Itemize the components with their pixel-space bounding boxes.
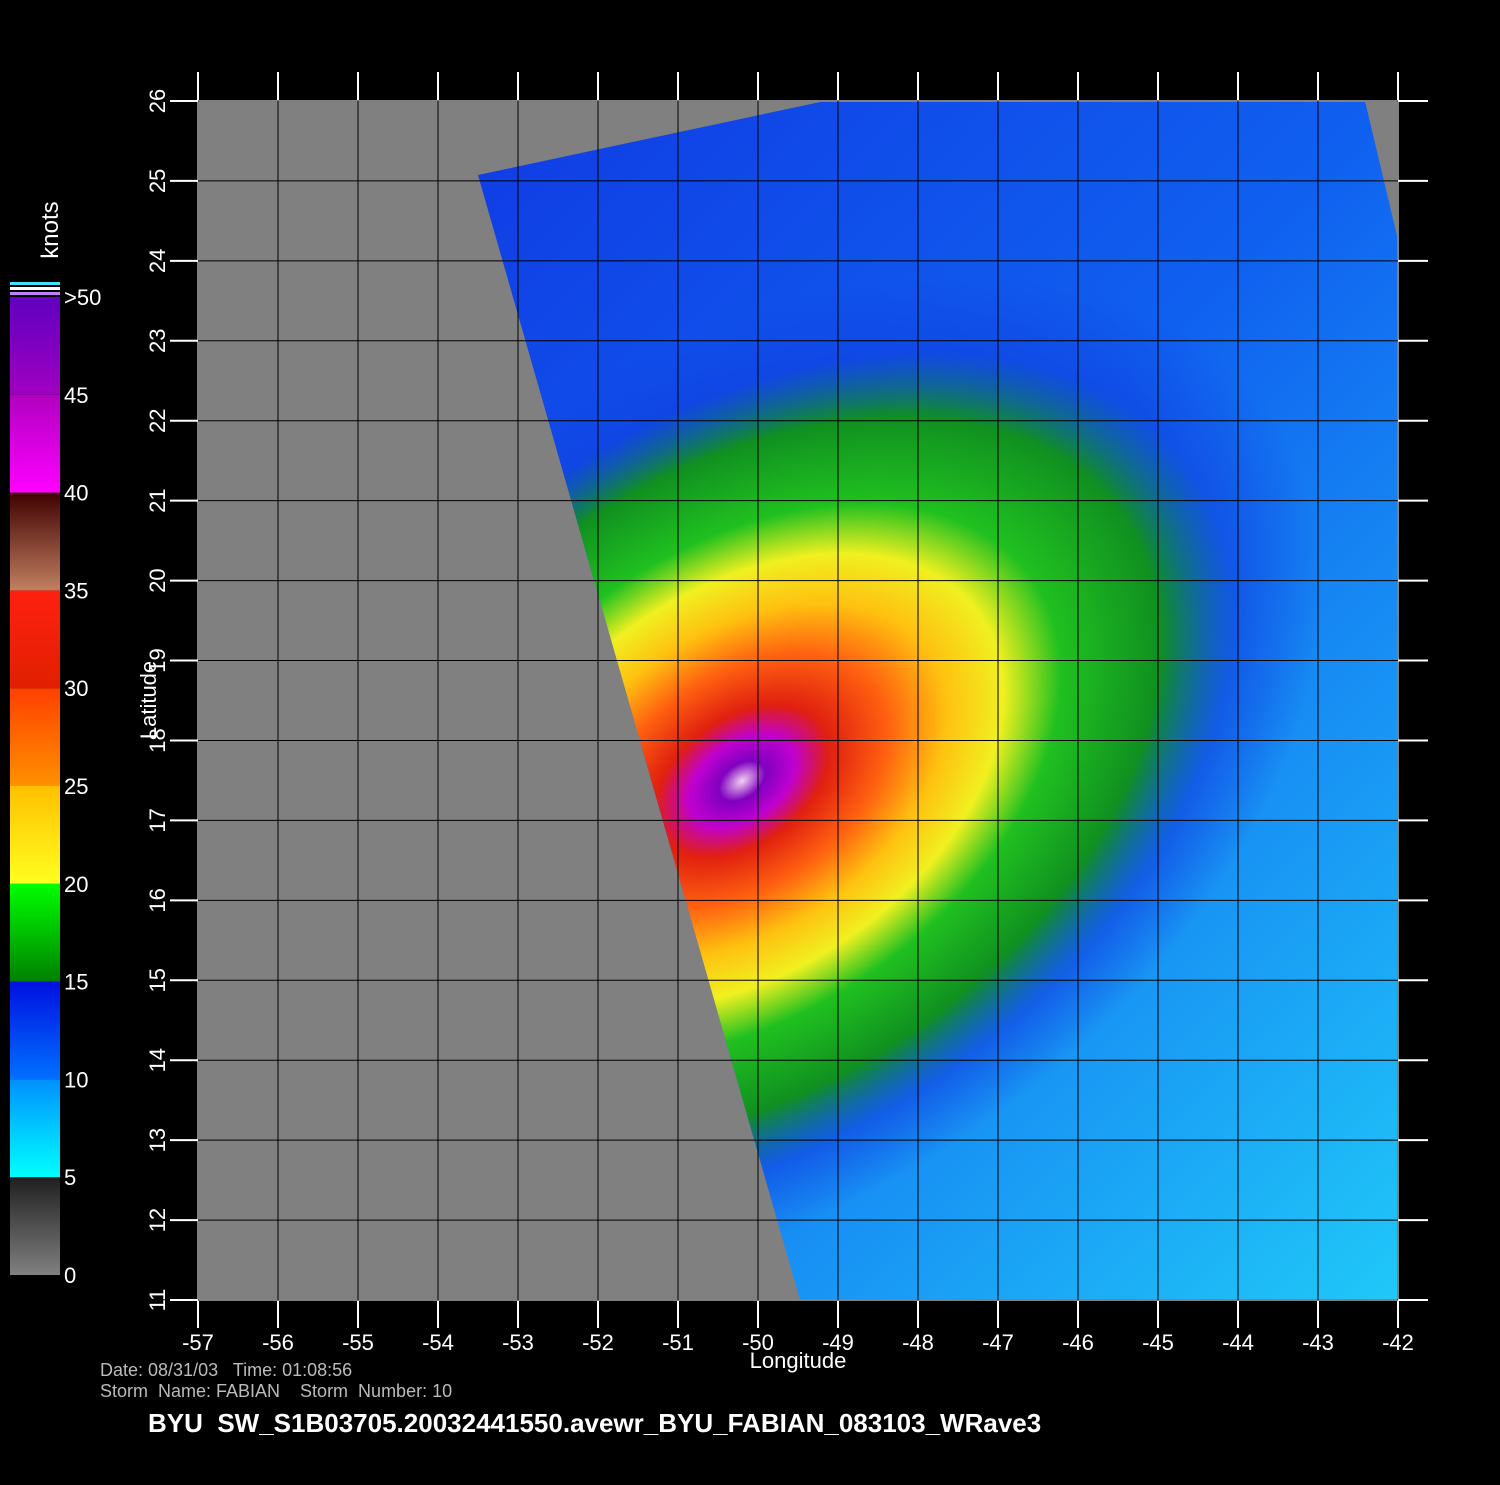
colorbar-segment: [10, 492, 60, 591]
colorbar-tick-label: 40: [64, 481, 88, 506]
colorbar-segment: [10, 1177, 60, 1275]
colorbar-tick-label: 15: [64, 970, 88, 995]
x-tick-label: -55: [342, 1330, 374, 1355]
colorbar-cap: [10, 287, 60, 290]
colorbar-segment: [10, 883, 60, 982]
colorbar-segment: [10, 394, 60, 493]
y-tick-label: 25: [145, 169, 170, 193]
y-axis-label: Latitude: [136, 661, 161, 739]
colorbar-tick-label: 20: [64, 872, 88, 897]
x-tick-label: -56: [262, 1330, 294, 1355]
x-tick-label: -51: [662, 1330, 694, 1355]
y-tick-label: 22: [145, 408, 170, 432]
y-tick-label: 16: [145, 888, 170, 912]
x-tick-label: -52: [582, 1330, 614, 1355]
y-tick-label: 13: [145, 1128, 170, 1152]
colorbar-cap: [10, 282, 60, 285]
y-tick-label: 12: [145, 1208, 170, 1232]
x-tick-label: -47: [982, 1330, 1014, 1355]
colorbar-unit: knots: [37, 201, 64, 258]
colorbar-segment: [10, 981, 60, 1080]
colorbar-tick-label: 35: [64, 578, 88, 603]
y-tick-label: 24: [145, 249, 170, 273]
y-tick-label: 26: [145, 89, 170, 113]
colorbar-segment: [10, 688, 60, 786]
x-tick-label: -46: [1062, 1330, 1094, 1355]
colorbar-segment: [10, 297, 60, 395]
x-axis-label: Longitude: [750, 1348, 847, 1373]
x-tick-label: -48: [902, 1330, 934, 1355]
colorbar-tick-label: 30: [64, 676, 88, 701]
colorbar-tick-label: 10: [64, 1067, 88, 1092]
y-tick-label: 15: [145, 968, 170, 992]
y-tick-label: 21: [145, 488, 170, 512]
y-tick-label: 11: [145, 1289, 170, 1312]
x-tick-label: -54: [422, 1330, 454, 1355]
x-tick-label: -50: [742, 1330, 774, 1355]
y-tick-label: 19: [145, 648, 170, 672]
colorbar-segment: [10, 1079, 60, 1178]
footer-storm: Storm Name: FABIAN Storm Number: 10: [100, 1381, 452, 1401]
colorbar-tick-label: 45: [64, 383, 88, 408]
colorbar-tick-label: 5: [64, 1165, 76, 1190]
x-tick-label: -43: [1302, 1330, 1334, 1355]
y-tick-label: 17: [145, 808, 170, 832]
colorbar-segment: [10, 786, 60, 884]
y-tick-label: 14: [145, 1048, 170, 1072]
y-tick-label: 20: [145, 568, 170, 592]
colorbar-tick-label: 25: [64, 774, 88, 799]
x-tick-label: -53: [502, 1330, 534, 1355]
y-tick-label: 18: [145, 728, 170, 752]
x-tick-label: -45: [1142, 1330, 1174, 1355]
colorbar-tick-label: >50: [64, 285, 101, 310]
footer-date: Date: 08/31/03 Time: 01:08:56: [100, 1360, 352, 1380]
x-tick-label: -44: [1222, 1330, 1254, 1355]
y-tick-label: 23: [145, 329, 170, 353]
x-tick-label: -42: [1382, 1330, 1414, 1355]
wind-swath: [478, 101, 1398, 1300]
footer-title: BYU SW_S1B03705.20032441550.avewr_BYU_FA…: [148, 1408, 1041, 1438]
colorbar-segment: [10, 590, 60, 689]
x-tick-label: -57: [182, 1330, 214, 1355]
colorbar-cap: [10, 292, 60, 295]
x-tick-label: -49: [822, 1330, 854, 1355]
colorbar-tick-label: 0: [64, 1263, 76, 1288]
